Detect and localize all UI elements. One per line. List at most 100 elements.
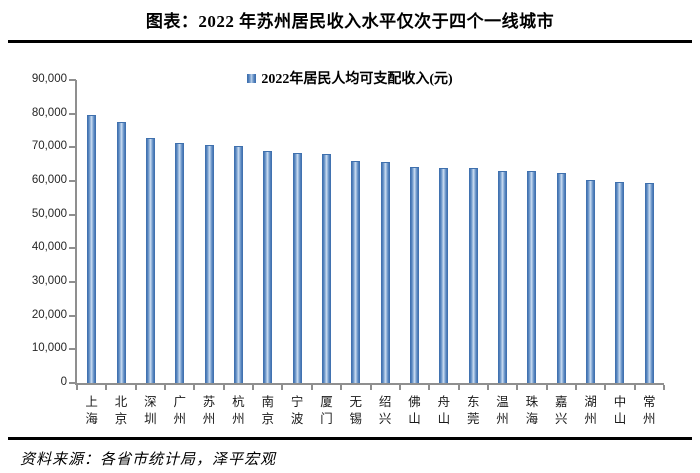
chart-bar	[175, 142, 185, 383]
chart-bar	[351, 161, 361, 383]
x-axis-tick	[663, 385, 665, 390]
chart-bar	[233, 146, 243, 383]
plot-area: 0 10,000 20,000 30,000 40,000 50,000 60,000 70,…	[32, 73, 665, 426]
top-divider	[8, 40, 692, 43]
y-axis-tick	[69, 314, 76, 317]
x-tick-label-char: 兴	[555, 412, 568, 426]
x-tick-label: 中山	[609, 394, 631, 428]
x-tick-label: 佛山	[404, 394, 426, 428]
y-tick-label: 60,000	[31, 174, 67, 186]
x-tick-label: 北京	[110, 394, 132, 428]
y-tick-label: 30,000	[31, 275, 67, 287]
chart-legend: 2022年居民人均可支配收入(元)	[0, 68, 700, 88]
chart-bar	[527, 171, 537, 383]
x-tick-label: 厦门	[315, 394, 337, 428]
x-axis-tick	[369, 385, 372, 390]
chart-bar	[145, 138, 155, 383]
x-axis-tick	[252, 385, 255, 390]
x-tick-label-char: 州	[643, 412, 656, 426]
chart-bar	[116, 122, 126, 383]
x-tick-label-char: 中	[613, 395, 627, 409]
x-tick-label-char: 山	[613, 412, 627, 426]
y-axis-tick	[69, 281, 76, 283]
x-tick-label: 无锡	[345, 394, 367, 428]
x-tick-label-char: 州	[584, 412, 597, 426]
x-axis-tick	[486, 385, 489, 390]
x-tick-label-char: 波	[290, 412, 304, 426]
y-tick-label: 10,000	[31, 342, 67, 355]
chart-bar	[644, 183, 654, 383]
y-tick-label: 20,000	[31, 308, 67, 321]
y-tick-label: 70,000	[31, 140, 67, 153]
x-tick-label-char: 州	[173, 412, 186, 426]
y-axis-tick	[69, 213, 76, 216]
x-axis-tick	[193, 385, 196, 390]
x-tick-label-char: 杭	[232, 395, 245, 409]
x-tick-label-char: 无	[349, 395, 363, 409]
chart-title: 图表：2022 年苏州居民收入水平仅次于四个一线城市	[145, 12, 555, 31]
x-tick-label-char: 东	[466, 395, 480, 409]
x-tick-label-char: 深	[144, 395, 157, 409]
x-tick-label: 东莞	[462, 394, 484, 428]
x-axis-tick	[428, 385, 431, 390]
x-tick-label-char: 绍	[378, 395, 392, 409]
chart-bar	[439, 167, 449, 383]
chart-bar	[468, 168, 478, 383]
x-tick-label-char: 广	[173, 395, 186, 409]
x-tick-label-char: 厦	[320, 395, 333, 409]
x-axis-tick	[516, 385, 519, 390]
x-axis-tick	[164, 385, 167, 390]
chart-bar	[410, 166, 420, 383]
chart-bar	[498, 170, 508, 383]
chart-bar	[87, 114, 97, 383]
x-tick-label: 舟山	[433, 394, 455, 428]
x-tick-label-char: 京	[261, 412, 275, 426]
y-tick-label: 50,000	[31, 207, 67, 220]
x-tick-label: 上海	[81, 394, 103, 428]
y-axis-tick	[69, 146, 76, 149]
x-tick-label-char: 海	[85, 412, 98, 426]
x-axis-tick	[281, 385, 284, 390]
x-axis-tick	[633, 385, 636, 390]
x-tick-label-char: 锡	[349, 412, 363, 426]
y-axis-tick	[69, 348, 76, 351]
x-tick-label: 杭州	[227, 394, 249, 428]
x-tick-label-char: 门	[320, 412, 333, 426]
x-axis-tick	[134, 385, 137, 390]
y-tick-label: 40,000	[31, 241, 67, 254]
x-tick-label-char: 上	[85, 395, 98, 409]
x-tick-label-char: 珠	[525, 395, 539, 409]
x-tick-label: 南京	[257, 394, 279, 428]
chart-bar	[321, 154, 331, 383]
y-tick-label: 80,000	[31, 106, 67, 119]
x-tick-label-char: 京	[114, 412, 128, 426]
x-tick-label-char: 州	[496, 412, 509, 426]
chart-bar	[380, 161, 390, 383]
y-tick-label: 90,000	[31, 73, 67, 85]
y-tick-label: 0	[60, 376, 67, 388]
x-tick-label: 绍兴	[374, 394, 396, 428]
x-tick-label: 嘉兴	[550, 394, 572, 428]
x-axis-tick	[105, 385, 108, 390]
x-tick-label-char: 北	[114, 395, 128, 409]
x-tick-label: 温州	[492, 394, 514, 428]
x-tick-label-char: 舟	[437, 395, 451, 409]
x-tick-label-char: 山	[437, 412, 451, 426]
x-tick-label-char: 苏	[202, 395, 216, 409]
chart-bar	[556, 172, 566, 383]
x-tick-label: 深圳	[139, 394, 161, 428]
x-axis-tick	[604, 385, 607, 390]
legend-label: 2022年居民人均可支配收入(元)	[261, 72, 453, 87]
x-tick-label-char: 州	[232, 412, 245, 426]
x-axis-tick	[340, 385, 343, 390]
source-note: 资料来源：各省市统计局，泽平宏观	[20, 452, 277, 468]
chart-bar	[586, 179, 596, 383]
x-axis-tick	[574, 385, 577, 390]
x-tick-label: 宁波	[286, 394, 308, 428]
x-axis-tick	[398, 385, 401, 390]
chart-bar	[292, 152, 302, 383]
x-tick-label-char: 佛	[408, 395, 421, 409]
y-axis-tick	[69, 247, 76, 250]
x-axis-tick	[310, 385, 313, 390]
x-tick-label-char: 州	[202, 412, 216, 426]
